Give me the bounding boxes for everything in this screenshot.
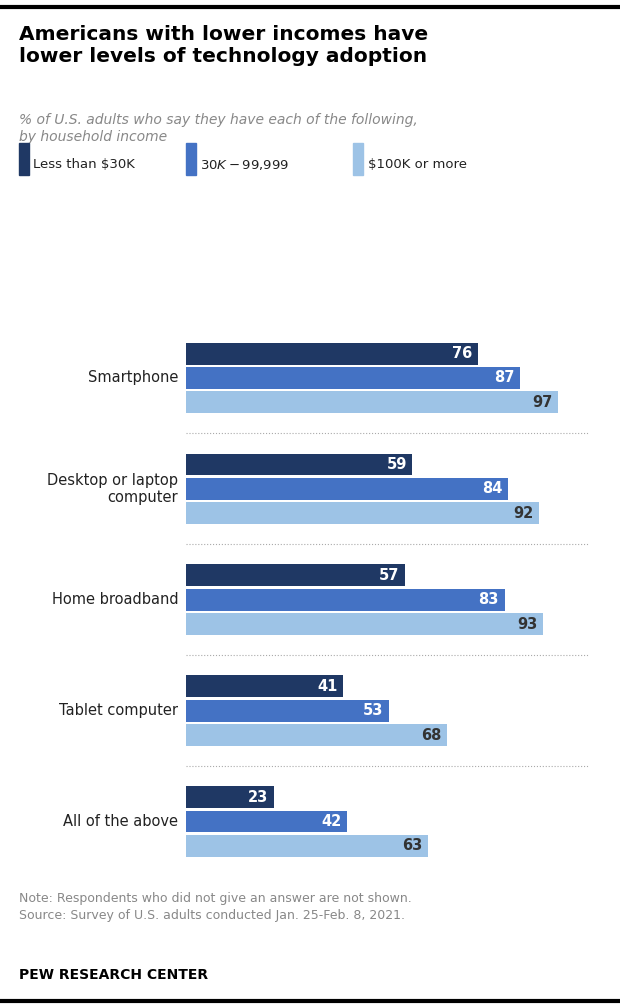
Text: Smartphone: Smartphone bbox=[88, 371, 179, 385]
Text: 84: 84 bbox=[482, 482, 503, 496]
Text: 23: 23 bbox=[248, 789, 268, 804]
Bar bbox=[186, 564, 405, 587]
Bar bbox=[186, 343, 477, 365]
Text: 68: 68 bbox=[421, 728, 441, 743]
Text: Desktop or laptop
computer: Desktop or laptop computer bbox=[47, 473, 179, 505]
Text: Tablet computer: Tablet computer bbox=[60, 704, 179, 718]
Text: PEW RESEARCH CENTER: PEW RESEARCH CENTER bbox=[19, 968, 208, 982]
Bar bbox=[186, 589, 505, 611]
Text: 53: 53 bbox=[363, 704, 384, 718]
Text: 41: 41 bbox=[317, 678, 338, 694]
Text: 59: 59 bbox=[386, 457, 407, 472]
Bar bbox=[186, 835, 428, 857]
Text: $100K or more: $100K or more bbox=[368, 158, 467, 171]
Bar bbox=[186, 454, 412, 476]
Bar bbox=[186, 700, 389, 722]
Text: 97: 97 bbox=[533, 395, 552, 410]
Text: % of U.S. adults who say they have each of the following,
by household income: % of U.S. adults who say they have each … bbox=[19, 113, 417, 144]
Text: 83: 83 bbox=[479, 593, 499, 607]
Bar bbox=[186, 391, 558, 413]
Bar bbox=[186, 613, 543, 635]
Bar bbox=[186, 478, 508, 500]
Text: 93: 93 bbox=[517, 617, 537, 632]
Text: Note: Respondents who did not give an answer are not shown.
Source: Survey of U.: Note: Respondents who did not give an an… bbox=[19, 892, 411, 922]
Text: Less than $30K: Less than $30K bbox=[33, 158, 135, 171]
Text: 42: 42 bbox=[321, 814, 342, 829]
Text: 57: 57 bbox=[379, 568, 399, 583]
Text: 87: 87 bbox=[494, 371, 514, 385]
Text: 63: 63 bbox=[402, 839, 422, 854]
Text: 92: 92 bbox=[513, 506, 533, 521]
Text: Americans with lower incomes have
lower levels of technology adoption: Americans with lower incomes have lower … bbox=[19, 25, 428, 67]
Text: Home broadband: Home broadband bbox=[51, 593, 179, 607]
Bar bbox=[186, 367, 520, 389]
Text: $30K-$99,999: $30K-$99,999 bbox=[200, 158, 290, 172]
Bar bbox=[186, 724, 447, 746]
Bar bbox=[186, 502, 539, 524]
Text: All of the above: All of the above bbox=[63, 814, 179, 829]
Bar bbox=[186, 786, 274, 808]
Bar bbox=[186, 675, 343, 698]
Text: 76: 76 bbox=[452, 346, 472, 361]
Bar bbox=[186, 810, 347, 833]
